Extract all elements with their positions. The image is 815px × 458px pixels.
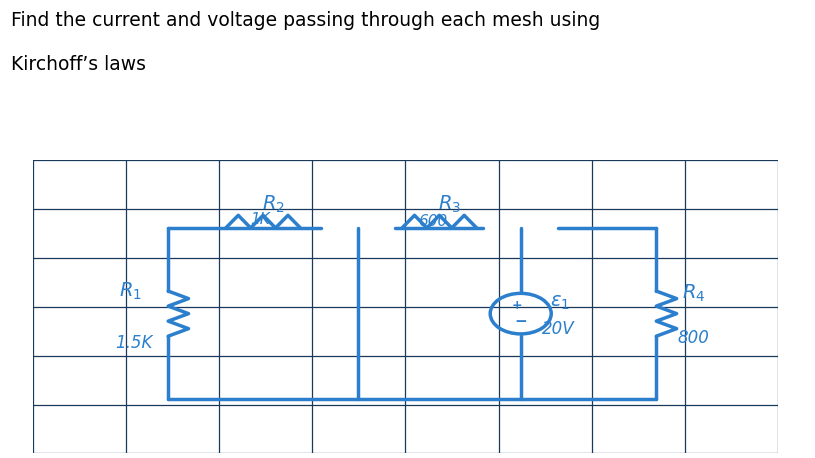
Text: $R_3$: $R_3$	[438, 194, 461, 215]
Text: Find the current and voltage passing through each mesh using: Find the current and voltage passing thr…	[11, 11, 600, 30]
Text: 800: 800	[677, 329, 710, 348]
Text: 20V: 20V	[542, 321, 575, 338]
Text: $R_2$: $R_2$	[262, 194, 284, 215]
Text: $R_4$: $R_4$	[682, 283, 705, 304]
Text: 1.5K: 1.5K	[116, 334, 153, 352]
Text: 600: 600	[418, 214, 447, 229]
Text: $\varepsilon_1$: $\varepsilon_1$	[550, 293, 570, 312]
Text: $R_1$: $R_1$	[120, 280, 143, 302]
Text: +: +	[512, 299, 522, 312]
Text: Kirchoff’s laws: Kirchoff’s laws	[11, 55, 146, 74]
Text: −: −	[514, 314, 527, 329]
Text: 1K: 1K	[250, 213, 270, 227]
